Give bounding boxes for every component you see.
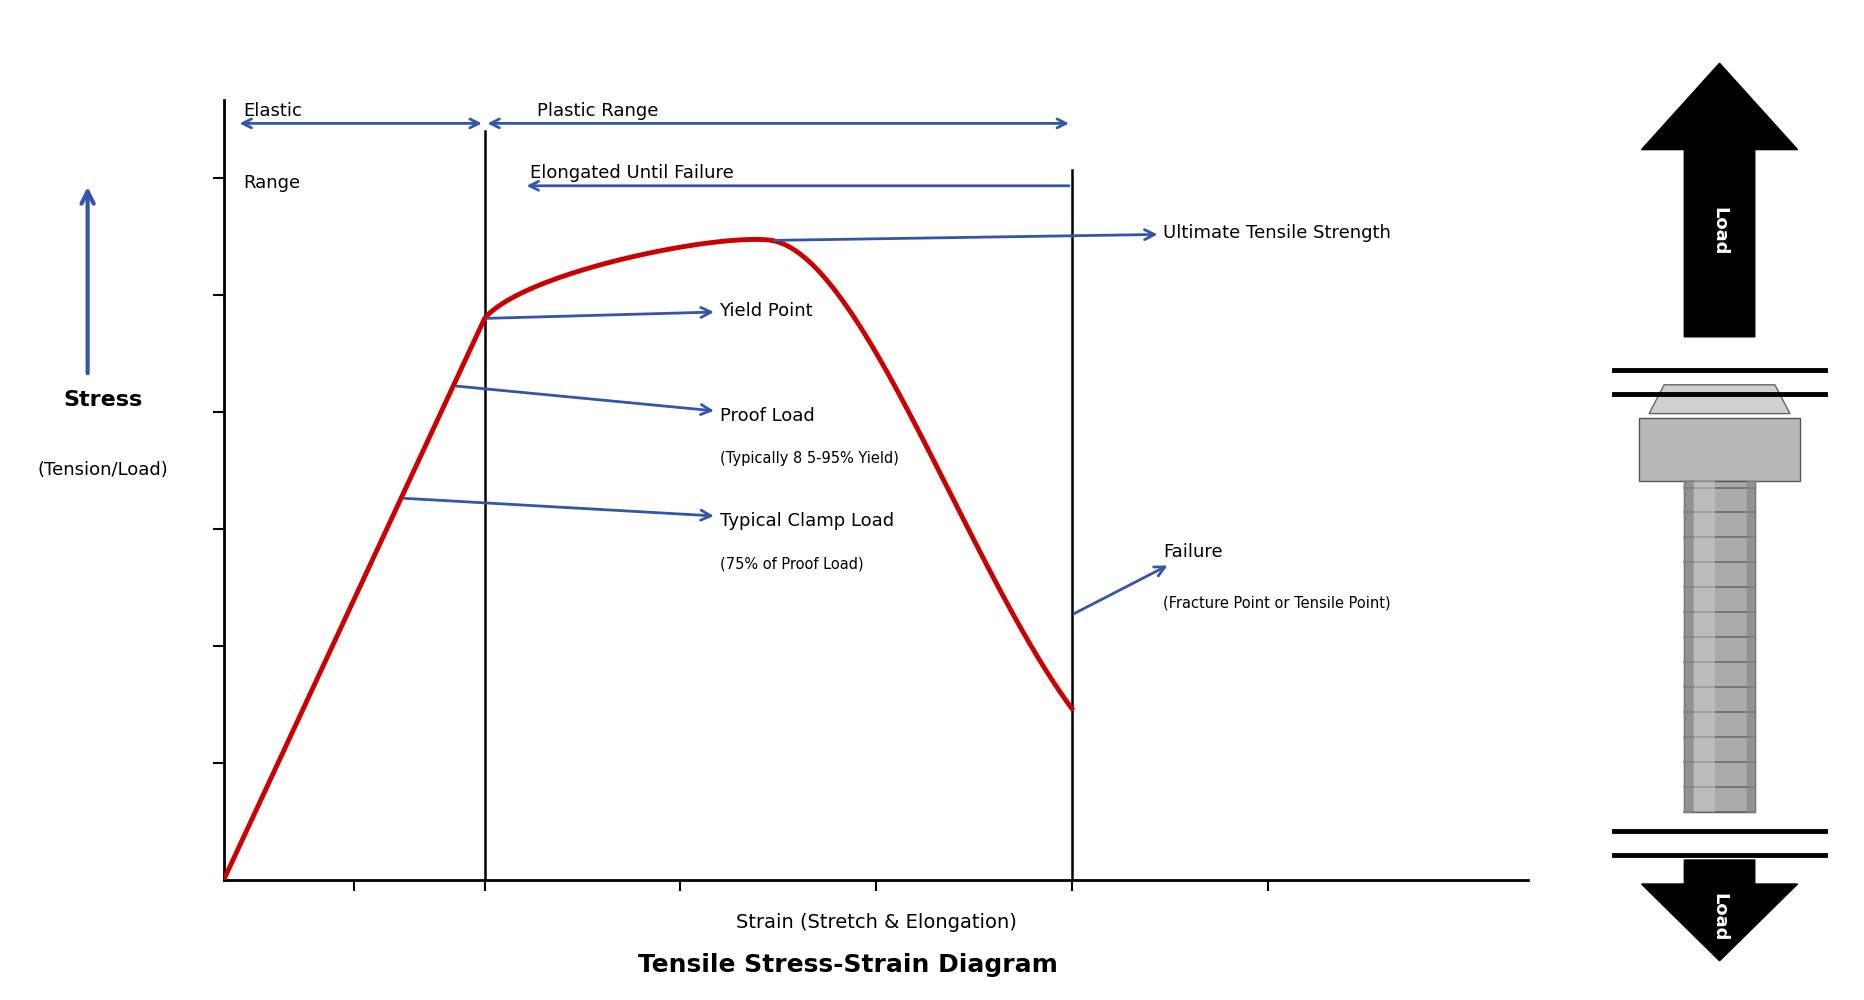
Text: Failure: Failure (1074, 543, 1223, 614)
Text: Plastic Range: Plastic Range (537, 102, 658, 119)
Text: (Typically 8 5-95% Yield): (Typically 8 5-95% Yield) (720, 451, 898, 466)
Text: Yield Point: Yield Point (487, 302, 813, 320)
Text: (75% of Proof Load): (75% of Proof Load) (720, 557, 863, 572)
Text: Proof Load: Proof Load (457, 386, 815, 425)
Bar (1685, 481, 1754, 812)
Polygon shape (1638, 418, 1801, 481)
Text: Range: Range (242, 174, 300, 192)
Text: Elongated Until Failure: Elongated Until Failure (529, 164, 734, 182)
FancyArrow shape (1642, 63, 1797, 337)
Text: (Tension/Load): (Tension/Load) (37, 461, 168, 479)
Text: Load: Load (1711, 207, 1728, 255)
Text: Elastic: Elastic (242, 102, 302, 119)
Text: Tensile Stress-Strain Diagram: Tensile Stress-Strain Diagram (637, 953, 1059, 977)
Text: Load: Load (1711, 893, 1728, 942)
Text: Ultimate Tensile Strength: Ultimate Tensile Strength (774, 224, 1391, 242)
FancyArrow shape (1642, 860, 1797, 961)
Bar (1694, 481, 1715, 812)
X-axis label: Strain (Stretch & Elongation): Strain (Stretch & Elongation) (736, 913, 1016, 932)
Text: (Fracture Point or Tensile Point): (Fracture Point or Tensile Point) (1163, 596, 1391, 611)
Text: Typical Clamp Load: Typical Clamp Load (404, 498, 893, 530)
Polygon shape (1650, 385, 1789, 414)
Text: Stress: Stress (63, 390, 142, 410)
